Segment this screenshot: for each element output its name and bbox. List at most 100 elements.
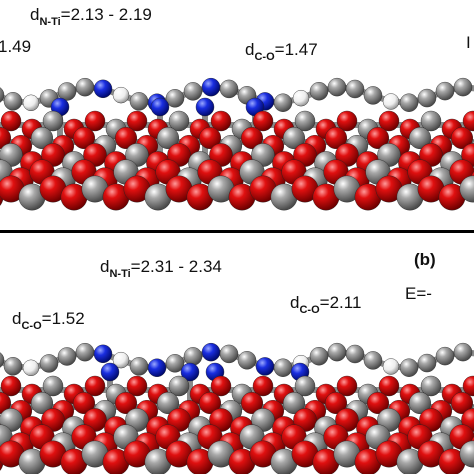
atom [219,79,239,99]
atom [126,375,148,397]
atom [453,77,473,97]
atom [336,375,358,397]
atom [237,351,257,370]
atom [255,357,275,376]
atom [435,346,455,366]
atom [252,110,274,132]
atom [3,92,23,111]
atom [0,127,11,149]
atom [399,358,419,377]
atom [93,79,113,99]
atom [451,392,474,415]
atom [382,93,400,110]
atom [75,77,95,97]
atom [459,440,474,468]
atom [201,77,221,97]
atom [294,375,316,397]
atom [345,79,365,99]
atom [382,358,400,375]
atom [165,354,185,373]
n-ti-distance: dN-Ti=2.13 - 2.19 [30,5,152,28]
atom [309,82,329,101]
atom [420,375,442,397]
atom [399,93,419,112]
atom [31,126,54,149]
n-ti-distance: dN-Ti=2.31 - 2.34 [100,257,222,280]
atom [294,110,316,132]
atom [453,342,473,362]
distance-fragment: 1.49 [0,37,31,56]
atom [126,110,148,132]
atom [409,126,432,149]
atom [168,110,190,132]
c-o-distance: dC-O=2.11 [290,293,361,316]
atom [367,392,390,415]
atom [240,126,263,149]
atom [42,375,64,397]
atom [198,392,221,415]
atom [417,353,437,373]
atom [129,92,149,111]
atom [0,392,11,414]
atom [417,88,437,108]
atom [240,392,263,415]
atom [327,342,347,362]
atom [93,344,113,364]
atom [183,347,203,366]
atom [84,110,106,132]
atom [114,126,137,149]
atom [0,110,22,132]
panel-label: (b) [414,250,436,269]
atom [462,110,474,132]
atom [273,93,293,112]
atom [219,344,239,364]
c-o-distance: dC-O=1.52 [12,309,85,332]
atom [22,94,40,111]
atom [0,87,5,103]
atom [435,81,455,101]
atom [112,86,130,104]
atom [462,375,474,397]
atom [156,392,179,415]
atom [195,97,215,117]
divider [0,230,474,233]
c-o-distance: dC-O=1.47 [245,40,318,63]
atom [0,352,5,368]
atom [22,359,40,376]
atom [3,357,23,376]
atom [72,126,95,149]
atom [150,97,170,117]
structure-a [0,77,474,211]
atom [42,110,64,132]
atom [325,392,348,415]
atom [165,89,185,108]
atom [183,82,203,101]
atom [409,392,432,415]
atom [273,358,293,377]
atom [75,342,95,362]
atom [39,354,59,373]
energy-fragment: E=- [405,284,432,303]
atom [252,375,274,397]
atom [451,126,474,149]
atom [0,375,22,397]
atom [378,375,400,397]
atom [112,351,130,369]
atom [459,175,474,203]
atom [31,392,54,415]
atom [201,342,221,362]
atom [325,126,348,149]
text-fragment: I [466,33,471,52]
atom [100,362,120,382]
atom [57,82,77,101]
atom [336,110,358,132]
atom [129,357,149,376]
atom [309,347,329,366]
atom [283,126,306,149]
atom [378,110,400,132]
atom [210,110,232,132]
atom [84,375,106,397]
atom [345,344,365,364]
atom [198,126,221,149]
atom [57,347,77,366]
